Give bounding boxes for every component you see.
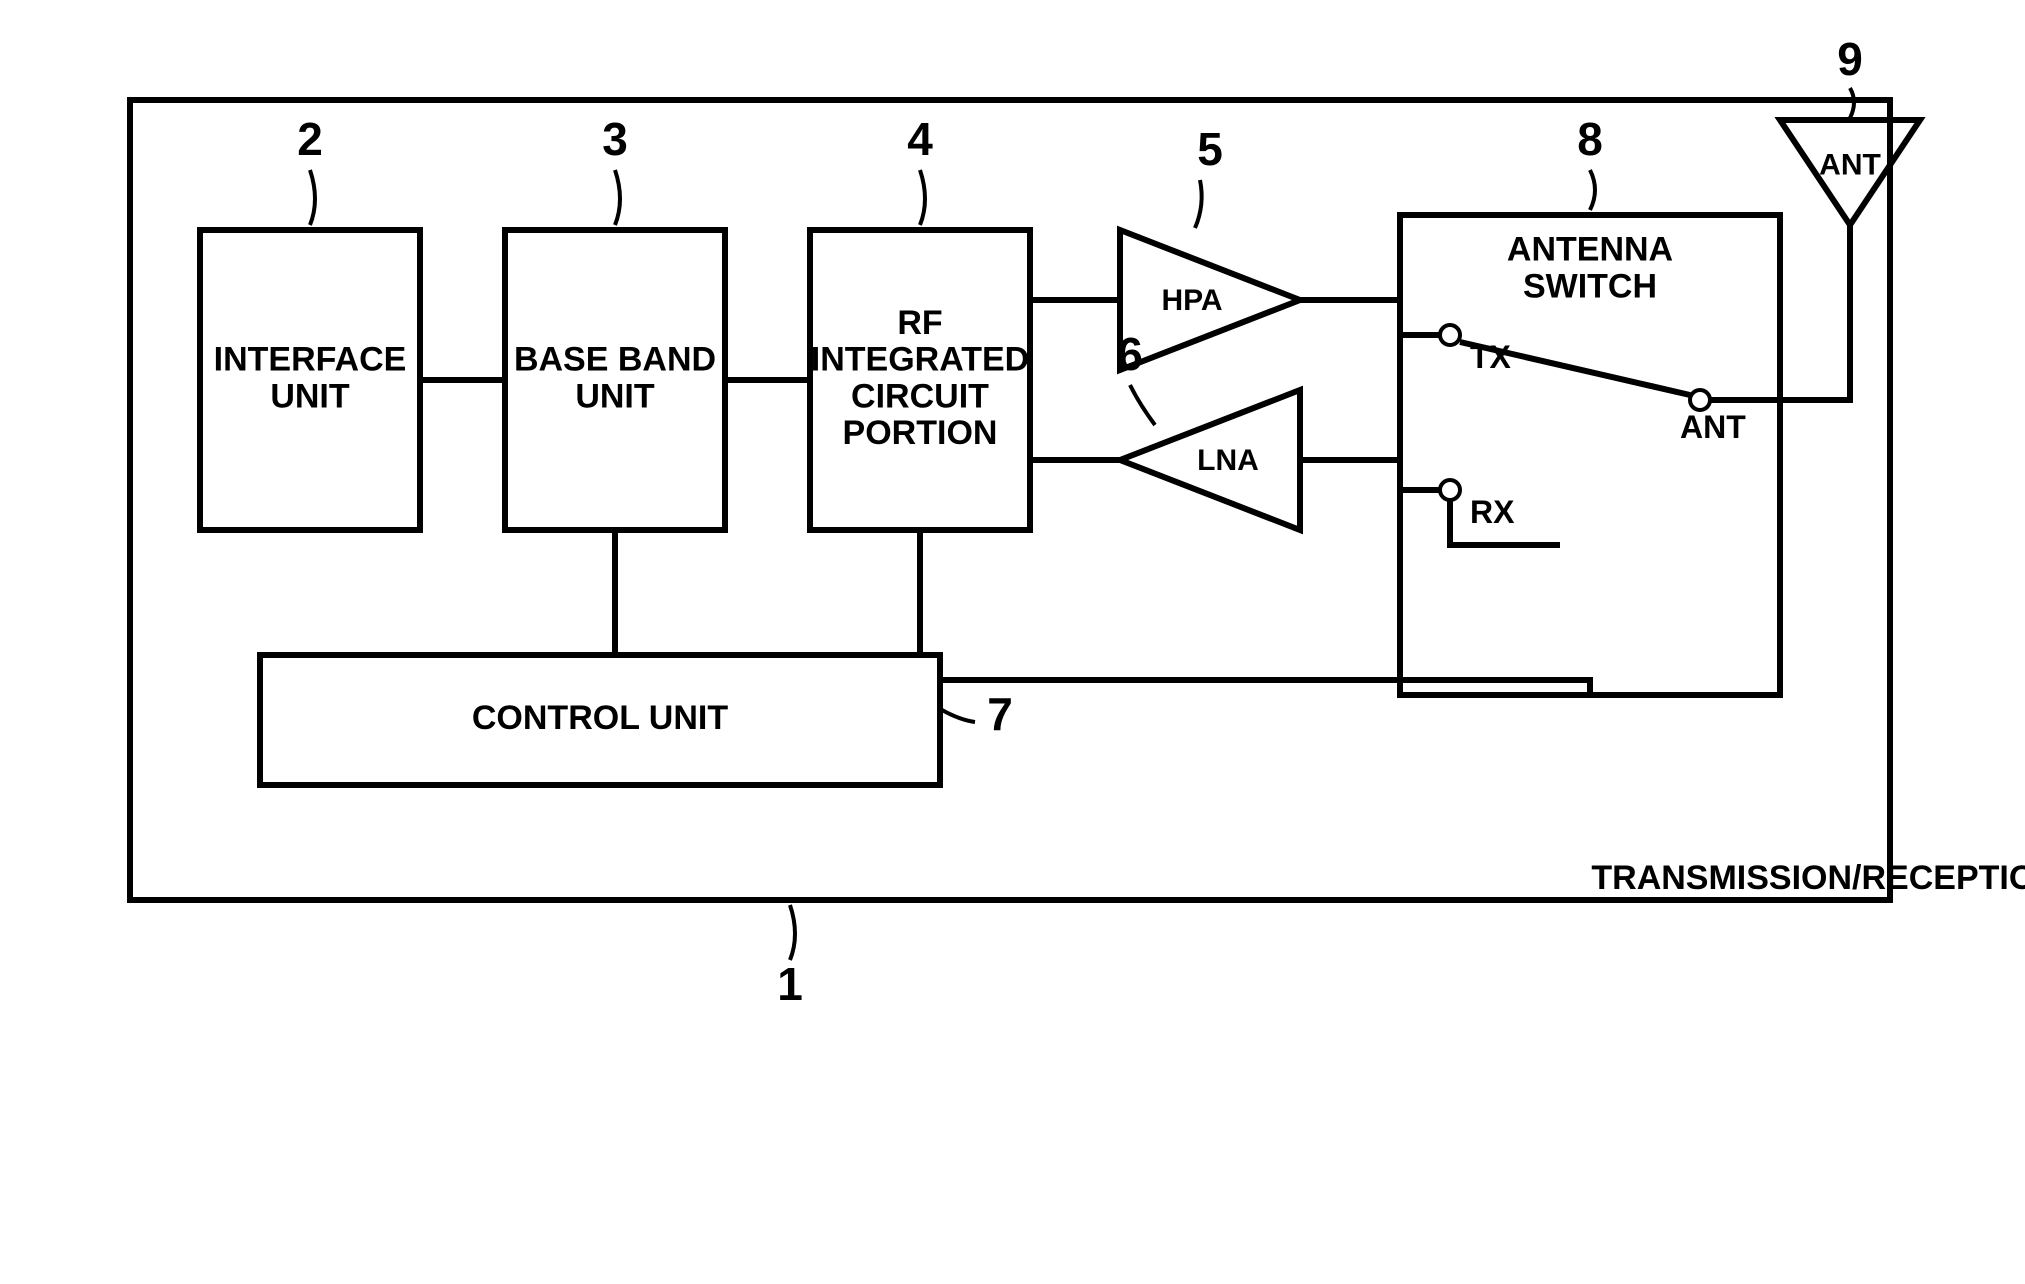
svg-text:SWITCH: SWITCH: [1523, 267, 1657, 305]
svg-text:4: 4: [907, 113, 933, 165]
svg-text:ANTENNA: ANTENNA: [1507, 231, 1673, 269]
svg-text:2: 2: [297, 113, 323, 165]
svg-text:3: 3: [602, 113, 628, 165]
svg-text:INTEGRATED: INTEGRATED: [811, 341, 1029, 379]
svg-text:1: 1: [777, 958, 803, 1010]
svg-text:6: 6: [1117, 328, 1143, 380]
svg-text:TRANSMISSION/RECEPTION UNIT: TRANSMISSION/RECEPTION UNIT: [1591, 859, 2025, 897]
svg-text:RF: RF: [897, 304, 942, 342]
svg-text:UNIT: UNIT: [575, 377, 655, 415]
svg-text:HPA: HPA: [1161, 284, 1222, 317]
svg-text:BASE BAND: BASE BAND: [514, 341, 716, 379]
svg-text:9: 9: [1837, 33, 1863, 85]
svg-text:RX: RX: [1470, 494, 1515, 530]
svg-text:ANT: ANT: [1819, 148, 1881, 181]
svg-text:PORTION: PORTION: [843, 414, 998, 452]
svg-text:ANT: ANT: [1680, 409, 1746, 445]
svg-text:INTERFACE: INTERFACE: [214, 341, 407, 379]
svg-text:8: 8: [1577, 113, 1603, 165]
svg-text:CONTROL UNIT: CONTROL UNIT: [472, 699, 728, 737]
svg-text:UNIT: UNIT: [270, 377, 350, 415]
block-diagram: TRANSMISSION/RECEPTION UNIT1INTERFACEUNI…: [0, 0, 2025, 1284]
svg-text:LNA: LNA: [1197, 444, 1259, 477]
svg-text:CIRCUIT: CIRCUIT: [851, 377, 989, 415]
svg-text:5: 5: [1197, 123, 1223, 175]
svg-text:7: 7: [987, 688, 1013, 740]
